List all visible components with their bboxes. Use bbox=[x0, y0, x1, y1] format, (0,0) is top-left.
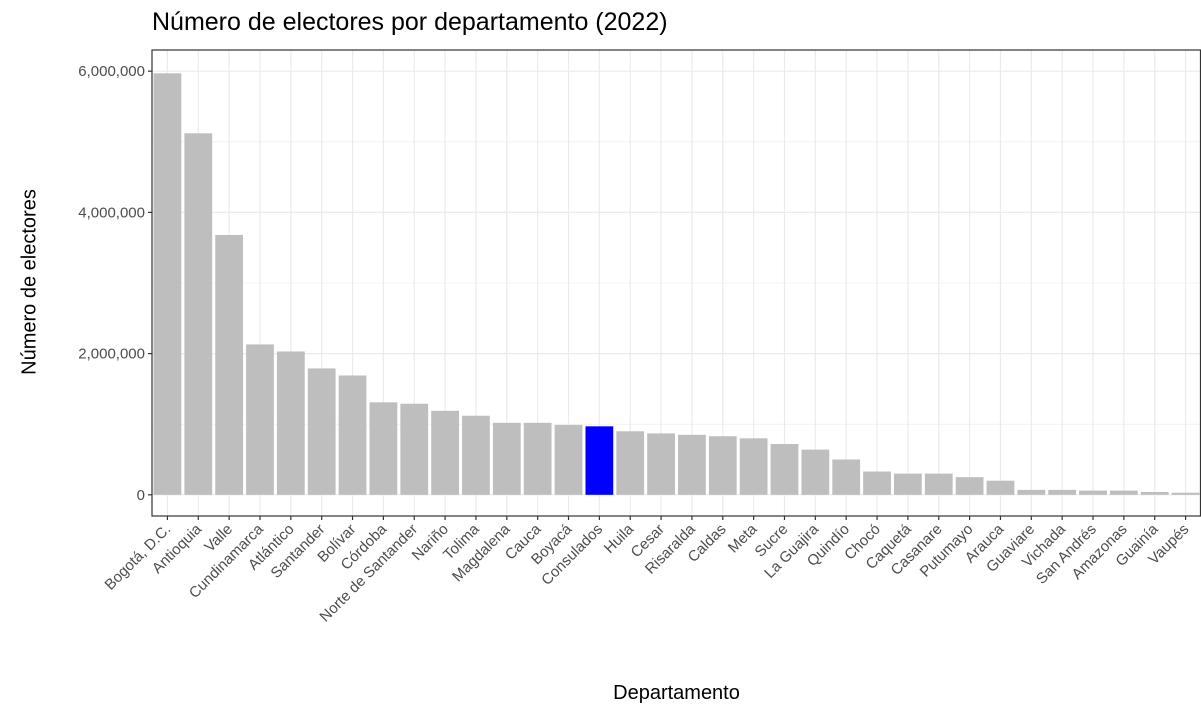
bar bbox=[894, 473, 922, 495]
bar bbox=[369, 402, 398, 495]
bar bbox=[1017, 489, 1046, 495]
bar bbox=[184, 133, 213, 495]
bar bbox=[647, 433, 675, 495]
bar bbox=[739, 438, 768, 495]
bar bbox=[955, 477, 984, 495]
bar bbox=[1079, 490, 1107, 495]
x-axis-title: Departamento bbox=[613, 682, 740, 704]
bar bbox=[1048, 489, 1077, 495]
bar bbox=[338, 375, 367, 495]
bar bbox=[924, 473, 953, 495]
bar bbox=[708, 436, 737, 495]
bar bbox=[832, 459, 861, 495]
bar bbox=[462, 415, 490, 495]
bar bbox=[523, 422, 552, 495]
bar bbox=[986, 480, 1015, 495]
bar bbox=[1140, 491, 1169, 495]
chart-title: Número de electores por departamento (20… bbox=[152, 8, 668, 36]
y-tick-label: 0 bbox=[137, 487, 145, 504]
bar bbox=[801, 449, 830, 495]
bar bbox=[492, 422, 521, 495]
bar bbox=[431, 410, 459, 495]
bar bbox=[153, 73, 182, 495]
bar bbox=[770, 443, 799, 495]
bar bbox=[400, 403, 429, 495]
bar bbox=[1171, 492, 1200, 495]
y-tick-label: 2,000,000 bbox=[78, 346, 145, 363]
bar bbox=[215, 234, 244, 495]
bar bbox=[276, 351, 305, 495]
bar bbox=[246, 344, 274, 495]
bar bbox=[307, 368, 336, 495]
bar bbox=[616, 431, 645, 495]
y-tick-label: 6,000,000 bbox=[78, 63, 145, 80]
bar bbox=[554, 424, 583, 495]
bar bbox=[863, 471, 891, 495]
bar bbox=[585, 426, 614, 495]
bar bbox=[1109, 490, 1138, 495]
bar bbox=[678, 434, 706, 495]
y-tick-label: 4,000,000 bbox=[78, 204, 145, 221]
